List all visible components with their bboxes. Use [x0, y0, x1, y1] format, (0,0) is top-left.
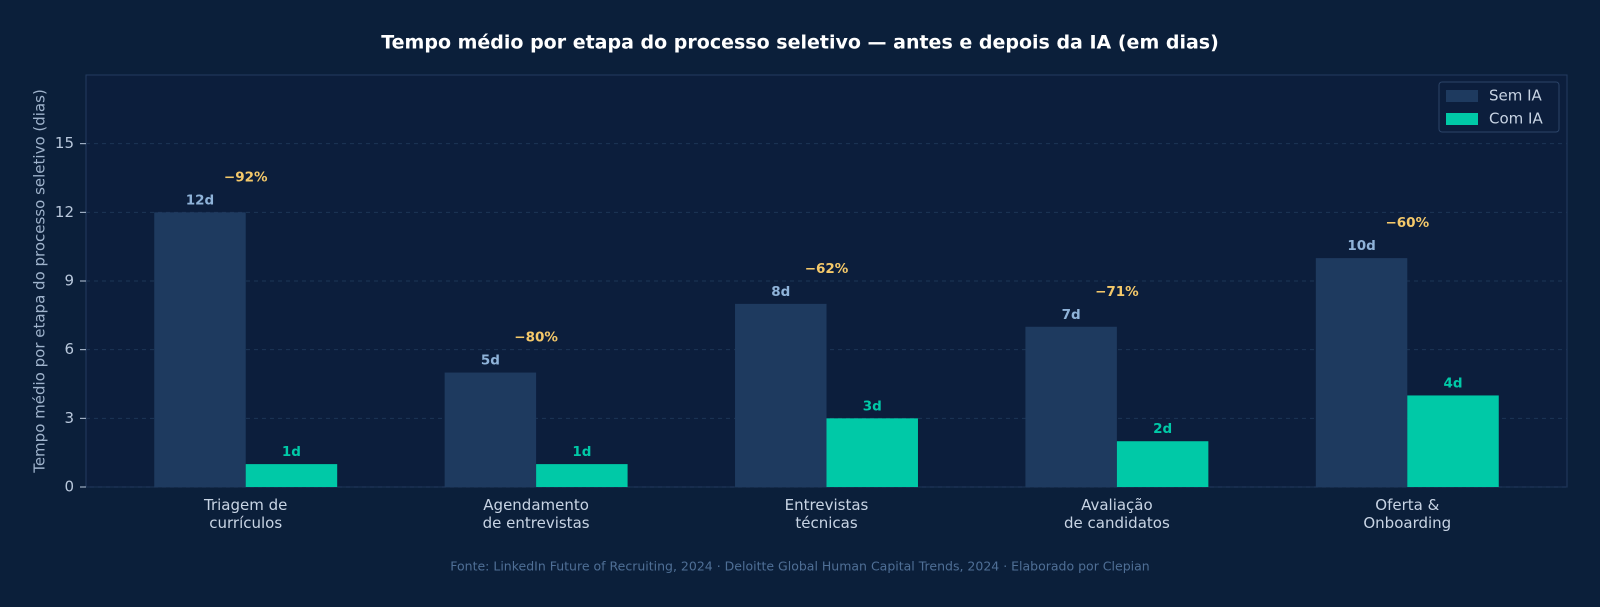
legend-label: Sem IA [1489, 87, 1543, 105]
source-note: Fonte: LinkedIn Future of Recruiting, 20… [450, 559, 1149, 574]
y-tick-label: 0 [64, 478, 74, 496]
x-tick-label-line: Triagem de [203, 496, 287, 514]
y-tick-label: 15 [55, 134, 74, 152]
reduction-annotation: −60% [1385, 215, 1429, 231]
x-tick-label-line: de candidatos [1064, 514, 1170, 532]
y-tick-label: 6 [64, 340, 74, 358]
reduction-annotation: −71% [1095, 284, 1139, 300]
bar [444, 372, 537, 487]
value-label: 5d [481, 353, 500, 369]
chart-title: Tempo médio por etapa do processo seleti… [381, 32, 1219, 54]
bar [1315, 258, 1408, 487]
legend-swatch [1446, 90, 1478, 102]
bar [1025, 326, 1117, 487]
bar [1116, 441, 1209, 487]
x-tick-label-line: Onboarding [1363, 514, 1451, 532]
x-tick-label-line: Entrevistas [785, 496, 869, 514]
x-tick-label: Agendamento de entrevistas [483, 496, 590, 532]
value-label: 4d [1443, 375, 1462, 391]
x-tick-label-line: técnicas [795, 514, 857, 532]
x-tick-label-line: Oferta & [1375, 496, 1439, 514]
y-axis-label: Tempo médio por etapa do processo seleti… [31, 89, 49, 474]
value-label: 2d [1153, 421, 1172, 437]
bar [536, 464, 628, 487]
x-tick-label: Oferta & Onboarding [1363, 496, 1451, 532]
x-tick-label-line: de entrevistas [483, 514, 590, 532]
bar [735, 303, 827, 487]
value-label: 1d [572, 444, 591, 460]
value-label: 8d [771, 284, 790, 300]
legend-swatch [1446, 113, 1478, 125]
reduction-annotation: −62% [805, 261, 849, 277]
value-label: 1d [282, 444, 301, 460]
reduction-annotation: −92% [224, 169, 268, 185]
bar [154, 212, 246, 488]
bar [826, 418, 918, 487]
x-tick-label: Entrevistas técnicas [785, 496, 869, 532]
legend-label: Com IA [1489, 110, 1543, 128]
y-tick-label: 12 [55, 203, 74, 221]
bar [1407, 395, 1499, 487]
x-tick-label-line: Agendamento [483, 496, 589, 514]
x-tick-label: Avaliação de candidatos [1064, 496, 1170, 532]
bar [245, 464, 338, 487]
value-label: 12d [186, 192, 214, 208]
value-label: 7d [1062, 307, 1081, 323]
x-tick-label-line: currículos [209, 514, 282, 532]
reduction-annotation: −80% [514, 330, 558, 346]
y-tick-label: 3 [64, 409, 74, 427]
y-tick-label: 9 [64, 272, 74, 290]
x-tick-label: Triagem de currículos [203, 496, 287, 532]
value-label: 3d [863, 398, 882, 414]
x-tick-label-line: Avaliação [1081, 496, 1153, 514]
value-label: 10d [1347, 238, 1375, 254]
